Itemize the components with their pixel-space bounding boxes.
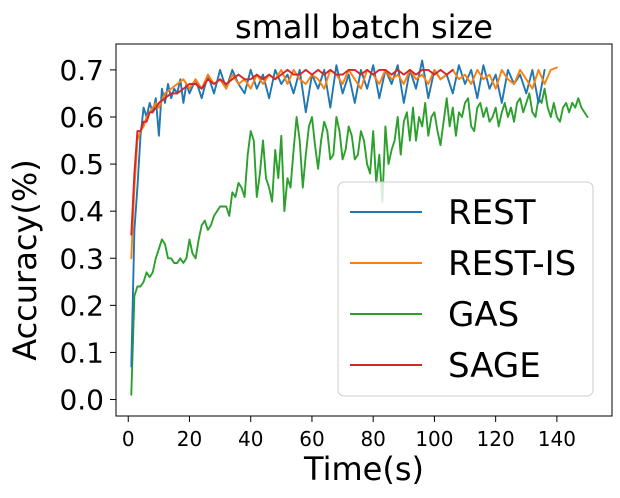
legend-label-rest: REST xyxy=(448,193,536,233)
chart-title: small batch size xyxy=(235,8,493,46)
plot-frame xyxy=(115,43,613,417)
x-axis: 0 20 40 60 80 100 120 140 xyxy=(122,416,576,451)
y-axis-label: Accuracy(%) xyxy=(6,159,44,360)
legend-label-rest-is: REST-IS xyxy=(448,244,576,284)
series-line-gas xyxy=(130,87,589,396)
x-tick-label: 140 xyxy=(538,427,576,451)
y-tick-label: 0.4 xyxy=(59,195,104,228)
legend-entries: REST REST-IS GAS SAGE xyxy=(350,193,576,386)
y-tick-label: 0.7 xyxy=(59,54,104,87)
y-axis: 0.0 0.1 0.2 0.3 0.4 0.5 0.6 0.7 xyxy=(59,54,116,417)
legend-box xyxy=(337,181,594,397)
y-tick-label: 0.5 xyxy=(59,148,104,181)
y-tick-label: 0.2 xyxy=(59,289,104,322)
legend-label-gas: GAS xyxy=(448,295,519,335)
legend-label-sage: SAGE xyxy=(448,346,541,386)
y-tick-label: 0.3 xyxy=(59,242,104,275)
y-tick-label: 0.6 xyxy=(59,101,104,134)
series-line-rest xyxy=(130,59,546,368)
y-tick-label: 0.1 xyxy=(59,336,104,369)
series-line-sage xyxy=(130,68,454,236)
x-tick-label: 120 xyxy=(477,427,515,451)
x-tick-label: 0 xyxy=(122,427,135,451)
legend: REST REST-IS GAS SAGE xyxy=(337,181,594,397)
x-axis-label: Time(s) xyxy=(303,450,424,488)
x-tick-label: 100 xyxy=(415,427,453,451)
x-tick-label: 80 xyxy=(360,427,385,451)
x-tick-label: 20 xyxy=(177,427,202,451)
plot-lines xyxy=(130,59,589,396)
x-tick-label: 60 xyxy=(299,427,324,451)
y-tick-label: 0.0 xyxy=(59,384,104,417)
x-tick-label: 40 xyxy=(238,427,263,451)
